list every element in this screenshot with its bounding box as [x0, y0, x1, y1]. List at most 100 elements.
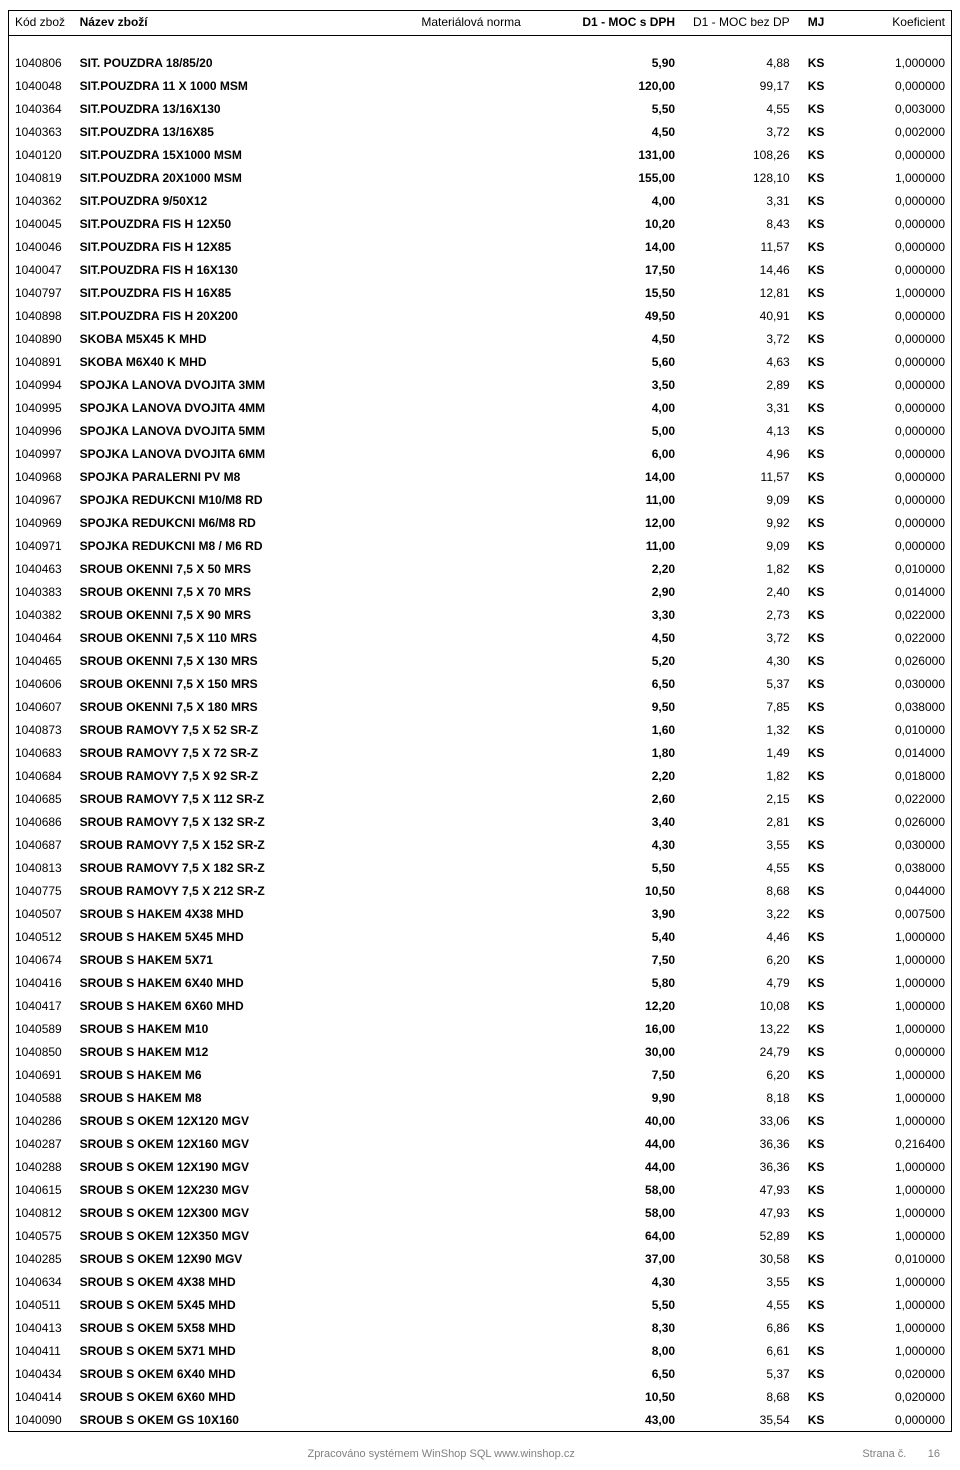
- cell-mj: KS: [796, 396, 842, 419]
- cell-p1: 12,00: [572, 511, 681, 534]
- cell-name: SROUB S OKEM 6X40 MHD: [74, 1362, 416, 1385]
- cell-mj: KS: [796, 465, 842, 488]
- cell-koef: 1,000000: [842, 994, 951, 1017]
- cell-p2: 30,58: [681, 1247, 796, 1270]
- cell-p1: 30,00: [572, 1040, 681, 1063]
- table-row: 1040813SROUB RAMOVY 7,5 X 182 SR-Z5,504,…: [9, 856, 951, 879]
- cell-p2: 52,89: [681, 1224, 796, 1247]
- table-row: 1040890SKOBA M5X45 K MHD4,503,72KS0,0000…: [9, 327, 951, 350]
- table-row: 1040968SPOJKA PARALERNI PV M814,0011,57K…: [9, 465, 951, 488]
- cell-norm: [415, 718, 571, 741]
- cell-p2: 6,20: [681, 948, 796, 971]
- cell-koef: 0,022000: [842, 603, 951, 626]
- cell-p2: 2,40: [681, 580, 796, 603]
- footer-center: Zpracováno systémem WinShop SQL www.wins…: [20, 1448, 862, 1460]
- cell-p1: 43,00: [572, 1408, 681, 1431]
- cell-code: 1040090: [9, 1408, 74, 1431]
- table-row: 1040413SROUB S OKEM 5X58 MHD8,306,86KS1,…: [9, 1316, 951, 1339]
- cell-norm: [415, 764, 571, 787]
- table-row: 1040362SIT.POUZDRA 9/50X124,003,31KS0,00…: [9, 189, 951, 212]
- cell-koef: 0,000000: [842, 373, 951, 396]
- table-row: 1040683SROUB RAMOVY 7,5 X 72 SR-Z1,801,4…: [9, 741, 951, 764]
- table-row: 1040606SROUB OKENNI 7,5 X 150 MRS6,505,3…: [9, 672, 951, 695]
- header-p1: D1 - MOC s DPH: [572, 11, 681, 36]
- cell-p2: 4,63: [681, 350, 796, 373]
- cell-p2: 3,72: [681, 626, 796, 649]
- table-row: 1040507SROUB S HAKEM 4X38 MHD3,903,22KS0…: [9, 902, 951, 925]
- cell-code: 1040463: [9, 557, 74, 580]
- cell-mj: KS: [796, 672, 842, 695]
- cell-p2: 10,08: [681, 994, 796, 1017]
- cell-p1: 64,00: [572, 1224, 681, 1247]
- header-name: Název zboží: [74, 11, 416, 36]
- cell-p1: 37,00: [572, 1247, 681, 1270]
- table-row: 1040120SIT.POUZDRA 15X1000 MSM131,00108,…: [9, 143, 951, 166]
- table-row: 1040819SIT.POUZDRA 20X1000 MSM155,00128,…: [9, 166, 951, 189]
- cell-p1: 6,50: [572, 672, 681, 695]
- cell-mj: KS: [796, 1086, 842, 1109]
- table-row: 1040674SROUB S HAKEM 5X717,506,20KS1,000…: [9, 948, 951, 971]
- cell-mj: KS: [796, 74, 842, 97]
- cell-p2: 4,55: [681, 1293, 796, 1316]
- cell-p1: 3,90: [572, 902, 681, 925]
- cell-mj: KS: [796, 281, 842, 304]
- cell-p1: 120,00: [572, 74, 681, 97]
- table-row: 1040286SROUB S OKEM 12X120 MGV40,0033,06…: [9, 1109, 951, 1132]
- cell-mj: KS: [796, 97, 842, 120]
- cell-name: SPOJKA REDUKCNI M6/M8 RD: [74, 511, 416, 534]
- cell-name: SROUB OKENNI 7,5 X 130 MRS: [74, 649, 416, 672]
- cell-p2: 9,09: [681, 534, 796, 557]
- cell-name: SROUB S HAKEM 4X38 MHD: [74, 902, 416, 925]
- cell-p2: 4,13: [681, 419, 796, 442]
- cell-name: SPOJKA LANOVA DVOJITA 5MM: [74, 419, 416, 442]
- cell-name: SPOJKA REDUKCNI M10/M8 RD: [74, 488, 416, 511]
- cell-p1: 7,50: [572, 948, 681, 971]
- cell-p2: 3,22: [681, 902, 796, 925]
- cell-mj: KS: [796, 1178, 842, 1201]
- cell-norm: [415, 304, 571, 327]
- table-row: 1040382SROUB OKENNI 7,5 X 90 MRS3,302,73…: [9, 603, 951, 626]
- cell-name: SIT.POUZDRA FIS H 16X130: [74, 258, 416, 281]
- cell-name: SROUB OKENNI 7,5 X 110 MRS: [74, 626, 416, 649]
- table-row: 1040589SROUB S HAKEM M1016,0013,22KS1,00…: [9, 1017, 951, 1040]
- table-row: 1040997SPOJKA LANOVA DVOJITA 6MM6,004,96…: [9, 442, 951, 465]
- cell-p1: 10,50: [572, 879, 681, 902]
- footer-right: Strana č. 16: [862, 1448, 940, 1460]
- cell-koef: 1,000000: [842, 1201, 951, 1224]
- cell-p1: 4,50: [572, 626, 681, 649]
- cell-mj: KS: [796, 143, 842, 166]
- cell-p2: 6,86: [681, 1316, 796, 1339]
- cell-norm: [415, 1040, 571, 1063]
- table-frame: Kód zbož Název zboží Materiálová norma D…: [8, 10, 952, 1431]
- cell-norm: [415, 166, 571, 189]
- cell-p2: 5,37: [681, 672, 796, 695]
- cell-koef: 1,000000: [842, 1086, 951, 1109]
- cell-name: SROUB OKENNI 7,5 X 50 MRS: [74, 557, 416, 580]
- cell-koef: 1,000000: [842, 1316, 951, 1339]
- cell-name: SROUB RAMOVY 7,5 X 112 SR-Z: [74, 787, 416, 810]
- cell-code: 1040286: [9, 1109, 74, 1132]
- cell-code: 1040047: [9, 258, 74, 281]
- cell-mj: KS: [796, 810, 842, 833]
- cell-norm: [415, 373, 571, 396]
- cell-p1: 5,50: [572, 856, 681, 879]
- cell-koef: 1,000000: [842, 1293, 951, 1316]
- cell-koef: 0,000000: [842, 74, 951, 97]
- cell-code: 1040383: [9, 580, 74, 603]
- cell-koef: 0,026000: [842, 810, 951, 833]
- cell-mj: KS: [796, 511, 842, 534]
- cell-p2: 1,49: [681, 741, 796, 764]
- cell-mj: KS: [796, 189, 842, 212]
- table-row: 1040090SROUB S OKEM GS 10X16043,0035,54K…: [9, 1408, 951, 1431]
- cell-norm: [415, 810, 571, 833]
- cell-norm: [415, 626, 571, 649]
- cell-mj: KS: [796, 764, 842, 787]
- header-koef: Koeficient: [842, 11, 951, 36]
- table-row: 1040288SROUB S OKEM 12X190 MGV44,0036,36…: [9, 1155, 951, 1178]
- cell-koef: 1,000000: [842, 1178, 951, 1201]
- cell-p1: 12,20: [572, 994, 681, 1017]
- cell-code: 1040288: [9, 1155, 74, 1178]
- cell-p1: 4,50: [572, 327, 681, 350]
- cell-norm: [415, 465, 571, 488]
- cell-code: 1040873: [9, 718, 74, 741]
